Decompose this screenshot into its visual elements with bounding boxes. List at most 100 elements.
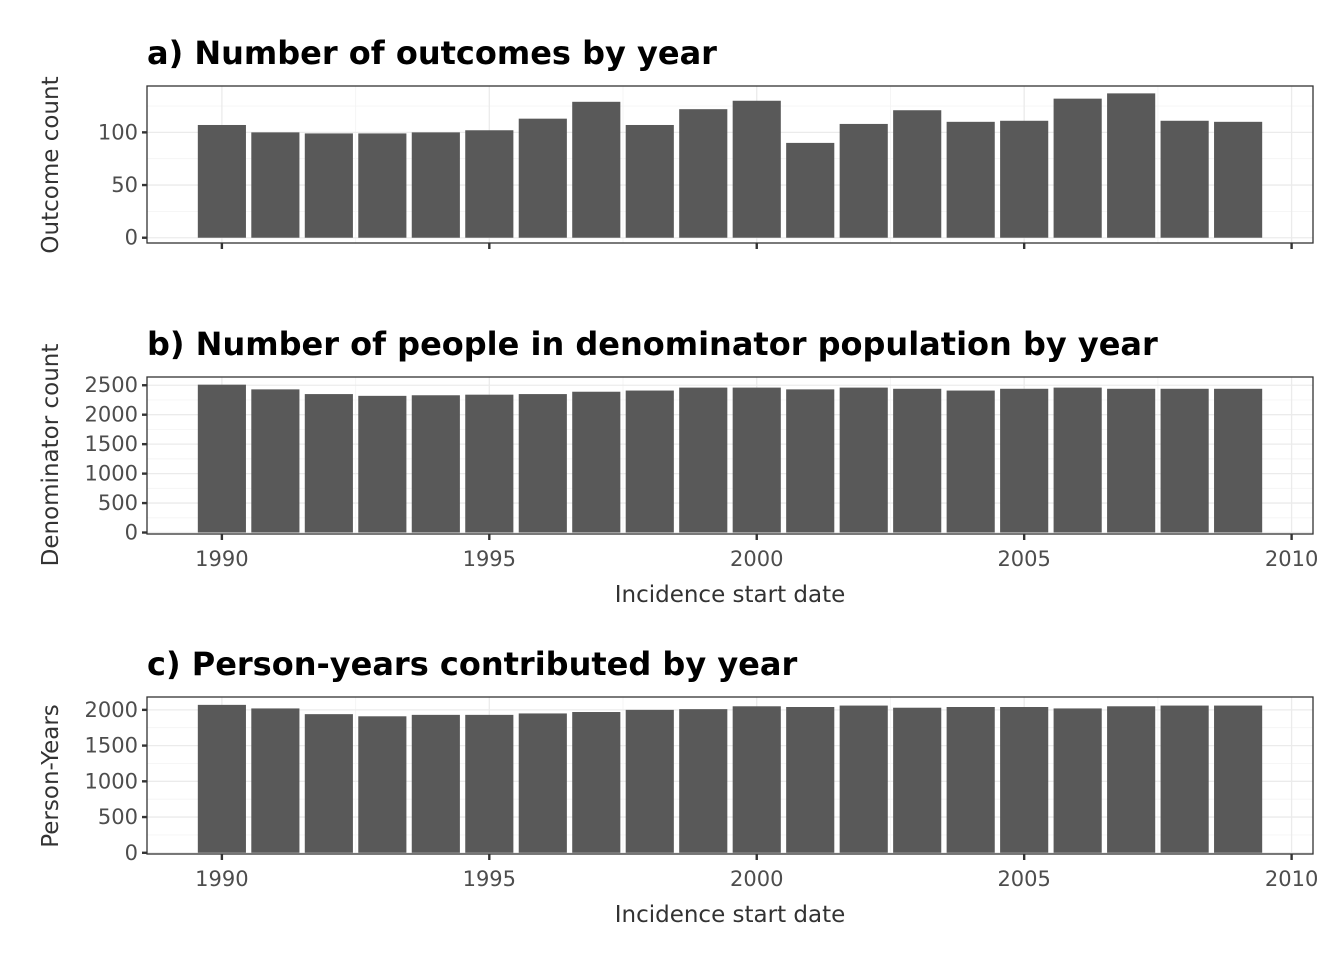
panel-a-bar-2003: 2003: 121 [893,110,942,238]
panel-c-x-tick-label: 2000 [730,867,783,891]
panel-a-y-tick-label: 100 [98,120,138,144]
panel-c-y-tick-label: 0 [125,841,138,865]
panel-b-bar-1995: 1995: 2340 [465,394,514,533]
panel-a-bar-2008: 2008: 111 [1160,120,1209,238]
panel-b-bar-2003: 2003: 2440 [893,388,942,533]
panel-a-bar-2009: 2009: 110 [1214,121,1263,238]
panel-b-bar-2004: 2004: 2410 [946,390,995,533]
panel-b-y-tick-label: 500 [98,491,138,515]
panel-b-bar-2009: 2009: 2440 [1214,388,1263,533]
panel-c-bar-1999: 1999: 2010 [679,709,728,853]
panel-a-bar-1997: 1997: 129 [572,101,621,238]
panel-a-y-tick-label: 50 [111,173,138,197]
panel-a-bar-1996: 1996: 113 [518,118,567,238]
panel-a-frame [146,85,1314,244]
panel-a-bar-2007: 2007: 137 [1107,93,1156,238]
panel-b-x-tick-label: 2010 [1265,547,1318,571]
panel-b-y-tick-label: 2000 [85,403,138,427]
panel-a-bar-1998: 1998: 107 [625,124,674,238]
panel-c-bar-1998: 1998: 2000 [625,709,674,853]
panel-a-bar-1993: 1993: 99 [358,133,407,238]
panel-c-y-axis-label: Person-Years [38,704,64,848]
panel-c-bar-2007: 2007: 2050 [1107,706,1156,853]
panel-b-bar-2002: 2002: 2460 [839,387,888,533]
panel-a-title: a) Number of outcomes by year [147,34,717,72]
panel-b-y-tick-label: 0 [125,521,138,545]
panel-b-title: b) Number of people in denominator popul… [147,325,1158,363]
panel-a-bar-1991: 1991: 100 [251,132,300,238]
panel-c-x-axis-label: Incidence start date [615,902,846,928]
panel-a-bar-1994: 1994: 100 [411,132,460,238]
panel-c: c) Person-years contributed by year Pers… [38,645,1318,928]
panel-b-bar-1994: 1994: 2330 [411,395,460,533]
panel-a-bar-1990: 1990: 107 [197,124,246,238]
panel-b-bar-2000: 2000: 2460 [732,387,781,533]
panel-c-bar-2003: 2003: 2030 [893,707,942,853]
panel-b-bar-1990: 1990: 2510 [197,384,246,533]
panel-c-bar-1990: 1990: 2070 [197,704,246,853]
panel-c-y-tick-label: 2000 [85,698,138,722]
panel-a-bar-2002: 2002: 108 [839,123,888,238]
panel-c-bar-2009: 2009: 2060 [1214,705,1263,853]
panel-a-bar-2001: 2001: 90 [786,142,835,238]
panel-b-x-tick-label: 2000 [730,547,783,571]
panel-b-bar-1992: 1992: 2350 [304,394,353,533]
panel-c-bar-2002: 2002: 2060 [839,705,888,853]
panel-b-plot-area: 1990: 25101991: 24301992: 23501993: 2320… [85,373,1319,571]
panel-b-bar-1998: 1998: 2410 [625,390,674,533]
panel-b-frame [146,376,1314,535]
panel-c-bar-1996: 1996: 1950 [518,713,567,853]
panel-c-bar-2008: 2008: 2060 [1160,705,1209,853]
panel-a-bar-2006: 2006: 132 [1053,98,1102,238]
panel-b-bar-1997: 1997: 2390 [572,391,621,533]
panel-c-bar-1997: 1997: 1970 [572,712,621,853]
panel-c-bar-2005: 2005: 2040 [1000,707,1049,853]
panel-c-frame [146,696,1314,855]
panel-c-y-tick-label: 1500 [85,734,138,758]
panel-c-x-tick-label: 1995 [463,867,516,891]
panel-a-y-tick-label: 0 [125,226,138,250]
panel-c-bar-1994: 1994: 1930 [411,714,460,853]
panel-c-x-tick-label: 2010 [1265,867,1318,891]
panel-b-x-tick-label: 2005 [997,547,1050,571]
panel-a-plot-area: 1990: 1071991: 1001992: 991993: 991994: … [98,85,1314,250]
panel-c-y-tick-label: 1000 [85,769,138,793]
panel-c-x-tick-label: 1990 [195,867,248,891]
panel-b-bar-2005: 2005: 2440 [1000,388,1049,533]
panel-a-bar-1995: 1995: 102 [465,130,514,238]
panel-b-x-tick-label: 1990 [195,547,248,571]
panel-c-bar-1993: 1993: 1910 [358,716,407,853]
panel-b-bar-1991: 1991: 2430 [251,389,300,533]
panel-b-bar-2006: 2006: 2460 [1053,387,1102,533]
panel-b-y-axis-label: Denominator count [38,344,64,567]
panel-b-bar-1996: 1996: 2350 [518,394,567,533]
panel-c-bar-2004: 2004: 2040 [946,707,995,853]
panel-a-bar-2004: 2004: 110 [946,121,995,238]
panel-a-bar-2000: 2000: 130 [732,100,781,238]
panel-c-x-tick-label: 2005 [997,867,1050,891]
panel-a-bar-2005: 2005: 111 [1000,120,1049,238]
panel-c-bar-2001: 2001: 2040 [786,707,835,853]
panel-a-y-axis-label: Outcome count [38,76,64,253]
panel-b-bar-2001: 2001: 2430 [786,389,835,533]
panel-a-bar-1992: 1992: 99 [304,133,353,238]
panel-b-y-tick-label: 2500 [85,373,138,397]
panel-b-bar-2008: 2008: 2440 [1160,388,1209,533]
panel-c-bar-1995: 1995: 1930 [465,714,514,853]
panel-c-bar-1991: 1991: 2020 [251,708,300,853]
panel-b-x-axis-label: Incidence start date [615,582,846,608]
panel-c-y-tick-label: 500 [98,805,138,829]
panel-c-title: c) Person-years contributed by year [147,645,797,683]
panel-b-bar-2007: 2007: 2440 [1107,388,1156,533]
panel-b-bar-1993: 1993: 2320 [358,395,407,533]
panel-a-bar-1999: 1999: 122 [679,109,728,238]
panel-c-plot-area: 1990: 20701991: 20201992: 19401993: 1910… [85,696,1318,891]
panel-c-bar-2000: 2000: 2050 [732,706,781,853]
panel-c-bar-1992: 1992: 1940 [304,714,353,853]
panel-c-bar-2006: 2006: 2020 [1053,708,1102,853]
panel-b-bar-1999: 1999: 2460 [679,387,728,533]
panel-a: a) Number of outcomes by year Outcome co… [38,34,1314,254]
panel-b-y-tick-label: 1500 [85,432,138,456]
panel-b-y-tick-label: 1000 [85,462,138,486]
